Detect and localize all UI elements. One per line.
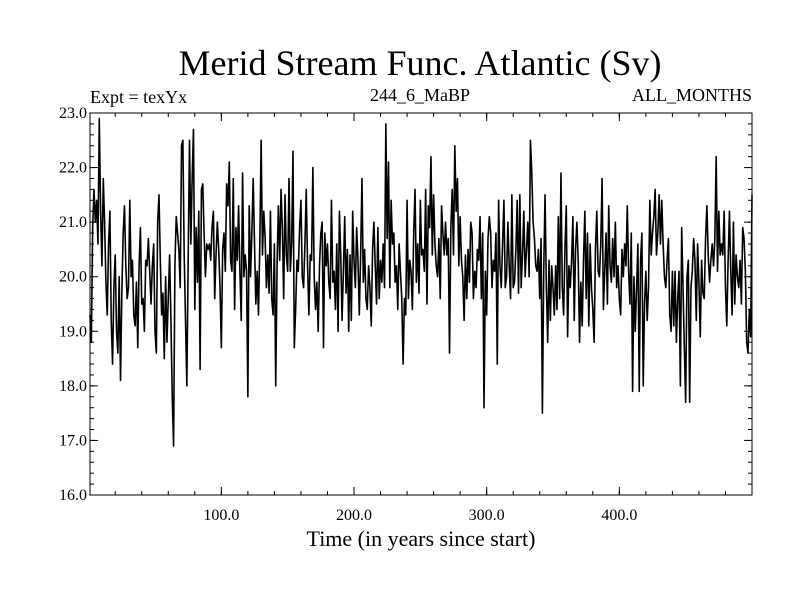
y-tick-label: 16.0 [59,487,87,504]
x-tick-label: 400.0 [601,507,637,524]
months-label: ALL_MONTHS [632,85,752,105]
experiment-label: Expt = texYx [90,87,187,107]
y-tick-label: 23.0 [59,105,87,122]
y-tick-label: 21.0 [59,214,87,231]
y-tick-label: 17.0 [59,432,87,449]
x-axis-label: Time (in years since start) [307,526,536,551]
chart-title: Merid Stream Func. Atlantic (Sv) [179,43,662,83]
series-line [89,117,753,447]
y-tick-label: 20.0 [59,269,87,286]
y-tick-label: 19.0 [59,323,87,340]
x-tick-label: 300.0 [469,507,505,524]
x-tick-label: 200.0 [336,507,372,524]
x-tick-labels: 100.0 200.0 300.0 400.0 [203,507,637,524]
x-tick-label: 100.0 [203,507,239,524]
y-tick-label: 22.0 [59,160,87,177]
y-tick-labels: 16.0 17.0 18.0 19.0 20.0 21.0 22.0 23.0 [59,105,87,504]
run-label: 244_6_MaBP [370,85,470,105]
plot-frame [89,112,753,496]
y-tick-label: 18.0 [59,378,87,395]
